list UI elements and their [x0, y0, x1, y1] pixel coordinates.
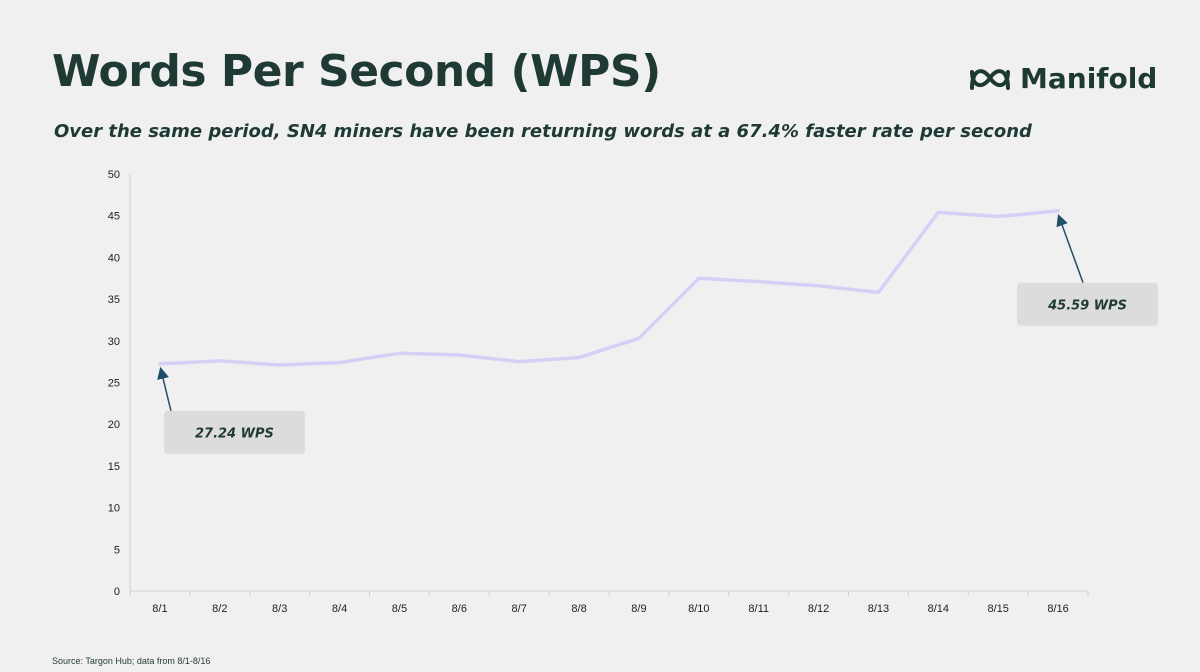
y-tick-label: 20: [108, 419, 120, 431]
page-subtitle: Over the same period, SN4 miners have be…: [54, 121, 1032, 142]
callout-arrow: [1056, 213, 1084, 284]
manifold-logo-icon: [970, 68, 1010, 90]
brand-logo: Manifold: [968, 62, 1157, 95]
x-tick-label: 8/3: [272, 603, 287, 615]
y-tick-label: 25: [108, 378, 120, 390]
y-tick-label: 35: [108, 294, 120, 306]
series-line: [158, 209, 1060, 367]
y-tick-label: 50: [108, 169, 120, 181]
page-title: Words Per Second (WPS): [52, 46, 661, 97]
y-tick-label: 40: [108, 252, 120, 264]
y-tick-label: 10: [108, 503, 120, 515]
callout-box: [1017, 282, 1159, 326]
y-tick-label: 15: [108, 461, 120, 473]
source-note: Source: Targon Hub; data from 8/1-8/16: [52, 656, 211, 666]
x-tick-label: 8/2: [212, 603, 227, 615]
brand-name: Manifold: [1020, 62, 1158, 95]
x-tick-label: 8/15: [987, 603, 1008, 615]
x-tick-label: 8/9: [631, 603, 646, 615]
x-tick-label: 8/6: [452, 603, 467, 615]
x-tick-label: 8/16: [1047, 603, 1068, 615]
x-tick-label: 8/7: [512, 603, 527, 615]
x-tick-label: 8/8: [571, 603, 586, 615]
x-tick-label: 8/14: [928, 603, 949, 615]
x-tick-label: 8/1: [152, 603, 167, 615]
x-tick-label: 8/4: [332, 603, 347, 615]
y-tick-label: 30: [108, 336, 120, 348]
x-tick-label: 8/5: [392, 603, 407, 615]
y-tick-label: 5: [114, 544, 120, 556]
x-tick-label: 8/10: [688, 603, 709, 615]
callout-box: [163, 410, 305, 454]
x-tick-label: 8/11: [748, 603, 769, 615]
x-tick-label: 8/13: [868, 603, 889, 615]
x-tick-label: 8/12: [808, 603, 829, 615]
callout-label: 27.24 WPS: [195, 426, 274, 441]
y-tick-label: 0: [114, 586, 120, 598]
y-tick-label: 45: [108, 211, 120, 223]
callout-arrow: [157, 366, 172, 411]
callout-label: 45.59 WPS: [1047, 298, 1127, 313]
